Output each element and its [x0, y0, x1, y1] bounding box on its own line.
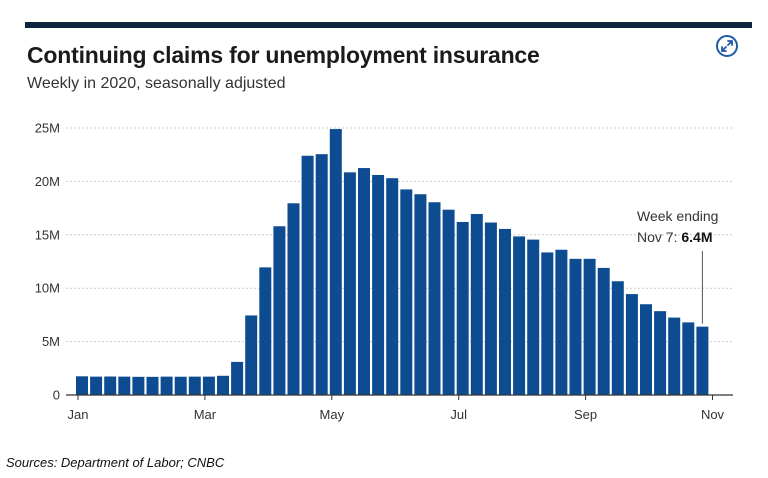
annotation-line1: Week ending	[637, 208, 718, 224]
y-tick-label: 5M	[42, 334, 60, 349]
bar	[231, 361, 244, 395]
bar	[386, 178, 399, 395]
annotation-line2: Nov 7: 6.4M	[637, 229, 712, 245]
bar	[188, 376, 201, 395]
bar	[202, 376, 215, 395]
bar	[76, 376, 88, 395]
bar	[315, 154, 328, 395]
bar	[245, 315, 258, 395]
bar	[400, 189, 413, 395]
x-tick-label: Nov	[701, 407, 725, 422]
y-tick-label: 10M	[35, 281, 60, 296]
chart-title: Continuing claims for unemployment insur…	[27, 42, 540, 68]
bar	[654, 311, 667, 395]
bar	[414, 194, 427, 395]
bar	[287, 203, 300, 395]
bar	[428, 202, 441, 395]
bar	[259, 267, 272, 395]
source-note: Sources: Department of Labor; CNBC	[6, 455, 225, 470]
x-tick-label: Jul	[450, 407, 467, 422]
bar	[499, 228, 511, 395]
bar	[527, 239, 540, 395]
bar	[484, 222, 497, 395]
bar	[696, 326, 709, 395]
bar	[442, 209, 455, 395]
y-tick-label: 25M	[35, 121, 60, 136]
bar	[301, 155, 314, 395]
bar	[555, 249, 568, 395]
bar	[682, 322, 695, 395]
bar	[104, 376, 117, 395]
top-rule	[25, 22, 752, 28]
bar	[640, 304, 652, 395]
x-tick-label: May	[320, 407, 345, 422]
bar	[160, 376, 173, 395]
x-tick-label: Sep	[574, 407, 597, 422]
bar	[358, 168, 370, 395]
bar	[329, 129, 342, 395]
bar	[217, 375, 229, 395]
y-tick-label: 20M	[35, 174, 60, 189]
bar	[513, 236, 526, 395]
bar	[541, 252, 554, 395]
annotation-value: 6.4M	[681, 229, 712, 245]
annotation-date: Nov 7:	[637, 229, 681, 245]
x-tick-label: Mar	[194, 407, 217, 422]
expand-button[interactable]	[716, 35, 738, 57]
bar	[569, 258, 582, 395]
bar	[146, 376, 159, 395]
bar	[343, 172, 356, 395]
expand-arrows-icon	[721, 40, 733, 52]
bar	[625, 294, 638, 395]
bar	[273, 226, 286, 395]
bar	[583, 258, 596, 395]
chart-subtitle: Weekly in 2020, seasonally adjusted	[27, 75, 286, 92]
bar	[611, 281, 624, 395]
bar	[456, 221, 469, 395]
bar	[132, 376, 145, 395]
y-tick-label: 0	[53, 388, 60, 403]
bar	[90, 376, 103, 395]
bar	[174, 376, 187, 395]
bar	[668, 317, 681, 395]
y-tick-label: 15M	[35, 227, 60, 242]
x-tick-label: Jan	[68, 407, 89, 422]
bar	[372, 174, 385, 395]
bar	[470, 213, 483, 395]
bar	[597, 267, 610, 395]
bar	[118, 376, 131, 395]
